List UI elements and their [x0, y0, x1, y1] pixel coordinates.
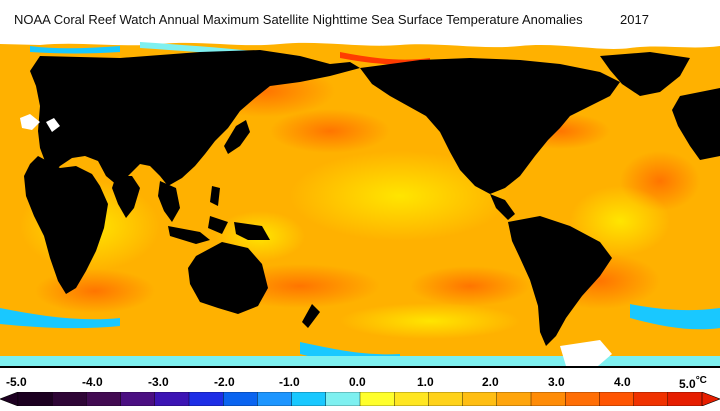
map-title: NOAA Coral Reef Watch Annual Maximum Sat…: [14, 12, 583, 27]
colorbar-segment: [359, 392, 395, 406]
colorbar-label-m5: -5.0: [6, 375, 27, 389]
colorbar-segment: [52, 392, 87, 406]
colorbar-label-m4: -4.0: [82, 375, 103, 389]
australia: [188, 242, 268, 314]
colorbar-segment: [462, 392, 498, 406]
map-year: 2017: [620, 12, 649, 27]
colorbar-segment: [257, 392, 293, 406]
colorbar-label-m3: -3.0: [148, 375, 169, 389]
sst-anomaly-map: [0, 36, 720, 368]
inland-ice: [20, 114, 612, 366]
colorbar-arrow-left: [0, 392, 19, 406]
indian-peninsula: [112, 176, 140, 218]
colorbar-unit: °C: [695, 375, 707, 386]
africa: [24, 156, 108, 294]
colorbar-segment: [633, 392, 669, 406]
north-america: [360, 58, 620, 194]
southeast-asia: [158, 181, 180, 222]
eurasia: [30, 50, 360, 186]
colorbar-segment: [222, 392, 258, 406]
colorbar-segment: [428, 392, 464, 406]
land-masses: [0, 50, 720, 368]
colorbar-segment: [86, 392, 122, 406]
japan: [224, 120, 250, 154]
colorbar-segment: [496, 392, 532, 406]
colorbar-label-2: 2.0: [482, 375, 499, 389]
colorbar-legend: -5.0 -4.0 -3.0 -2.0 -1.0 0.0 1.0 2.0 3.0…: [0, 368, 720, 411]
colorbar-segment: [565, 392, 601, 406]
central-america: [490, 194, 515, 220]
colorbar-label-m2: -2.0: [214, 375, 235, 389]
colorbar-segment: [530, 392, 566, 406]
colorbar-segment: [394, 392, 430, 406]
colorbar-label-1: 1.0: [417, 375, 434, 389]
south-america: [508, 216, 612, 346]
colorbar-segment: [325, 392, 361, 406]
colorbar-segment: [599, 392, 635, 406]
antarctica: [0, 366, 720, 368]
colorbar-segment: [188, 392, 224, 406]
europe: [672, 88, 720, 160]
colorbar-label-4: 4.0: [614, 375, 631, 389]
colorbar: [0, 392, 720, 406]
colorbar-segment: [291, 392, 327, 406]
colorbar-label-0: 0.0: [349, 375, 366, 389]
colorbar-segment: [120, 392, 156, 406]
colorbar-label-3: 3.0: [548, 375, 565, 389]
colorbar-segment: [154, 392, 190, 406]
colorbar-segment: [667, 392, 703, 406]
greenland: [600, 52, 690, 96]
colorbar-arrow-right: [701, 392, 720, 406]
colorbar-label-m1: -1.0: [279, 375, 300, 389]
colorbar-label-5: 5.0°C: [679, 375, 707, 391]
map-title-bar: NOAA Coral Reef Watch Annual Maximum Sat…: [0, 0, 720, 36]
southern-ocean-band: [0, 304, 720, 368]
colorbar-segment: [17, 392, 53, 406]
